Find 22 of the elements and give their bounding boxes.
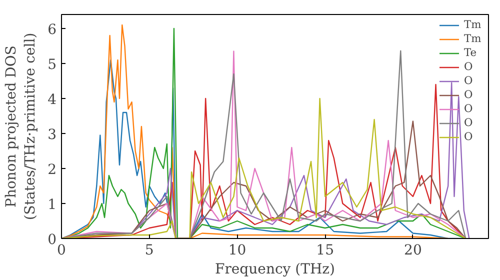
- legend-label: Tm: [464, 18, 482, 31]
- legend-label: Tm: [464, 32, 482, 45]
- legend-label: Te: [464, 46, 478, 59]
- y-tick-label: 5: [48, 57, 57, 73]
- legend-label: O: [464, 116, 474, 129]
- x-tick-label: 10: [228, 242, 246, 258]
- legend-label: O: [464, 102, 474, 115]
- y-tick-label: 3: [48, 127, 57, 143]
- y-tick-label: 1: [48, 197, 57, 213]
- x-axis-title: Frequency (THz): [214, 262, 336, 278]
- legend-label: O: [464, 88, 474, 101]
- y-tick-label: 0: [48, 232, 57, 248]
- y-tick-label: 6: [48, 22, 57, 38]
- y-tick-label: 2: [48, 162, 57, 178]
- x-tick-label: 20: [404, 242, 422, 258]
- legend-label: O: [464, 74, 474, 87]
- x-tick-label: 15: [316, 242, 334, 258]
- legend-label: O: [464, 130, 474, 143]
- x-tick-label: 5: [144, 242, 154, 258]
- y-tick-label: 4: [48, 92, 57, 108]
- legend-label: O: [464, 60, 474, 73]
- y-axis-title: Phonon projected DOS (States/THz·primitive cell): [3, 32, 39, 220]
